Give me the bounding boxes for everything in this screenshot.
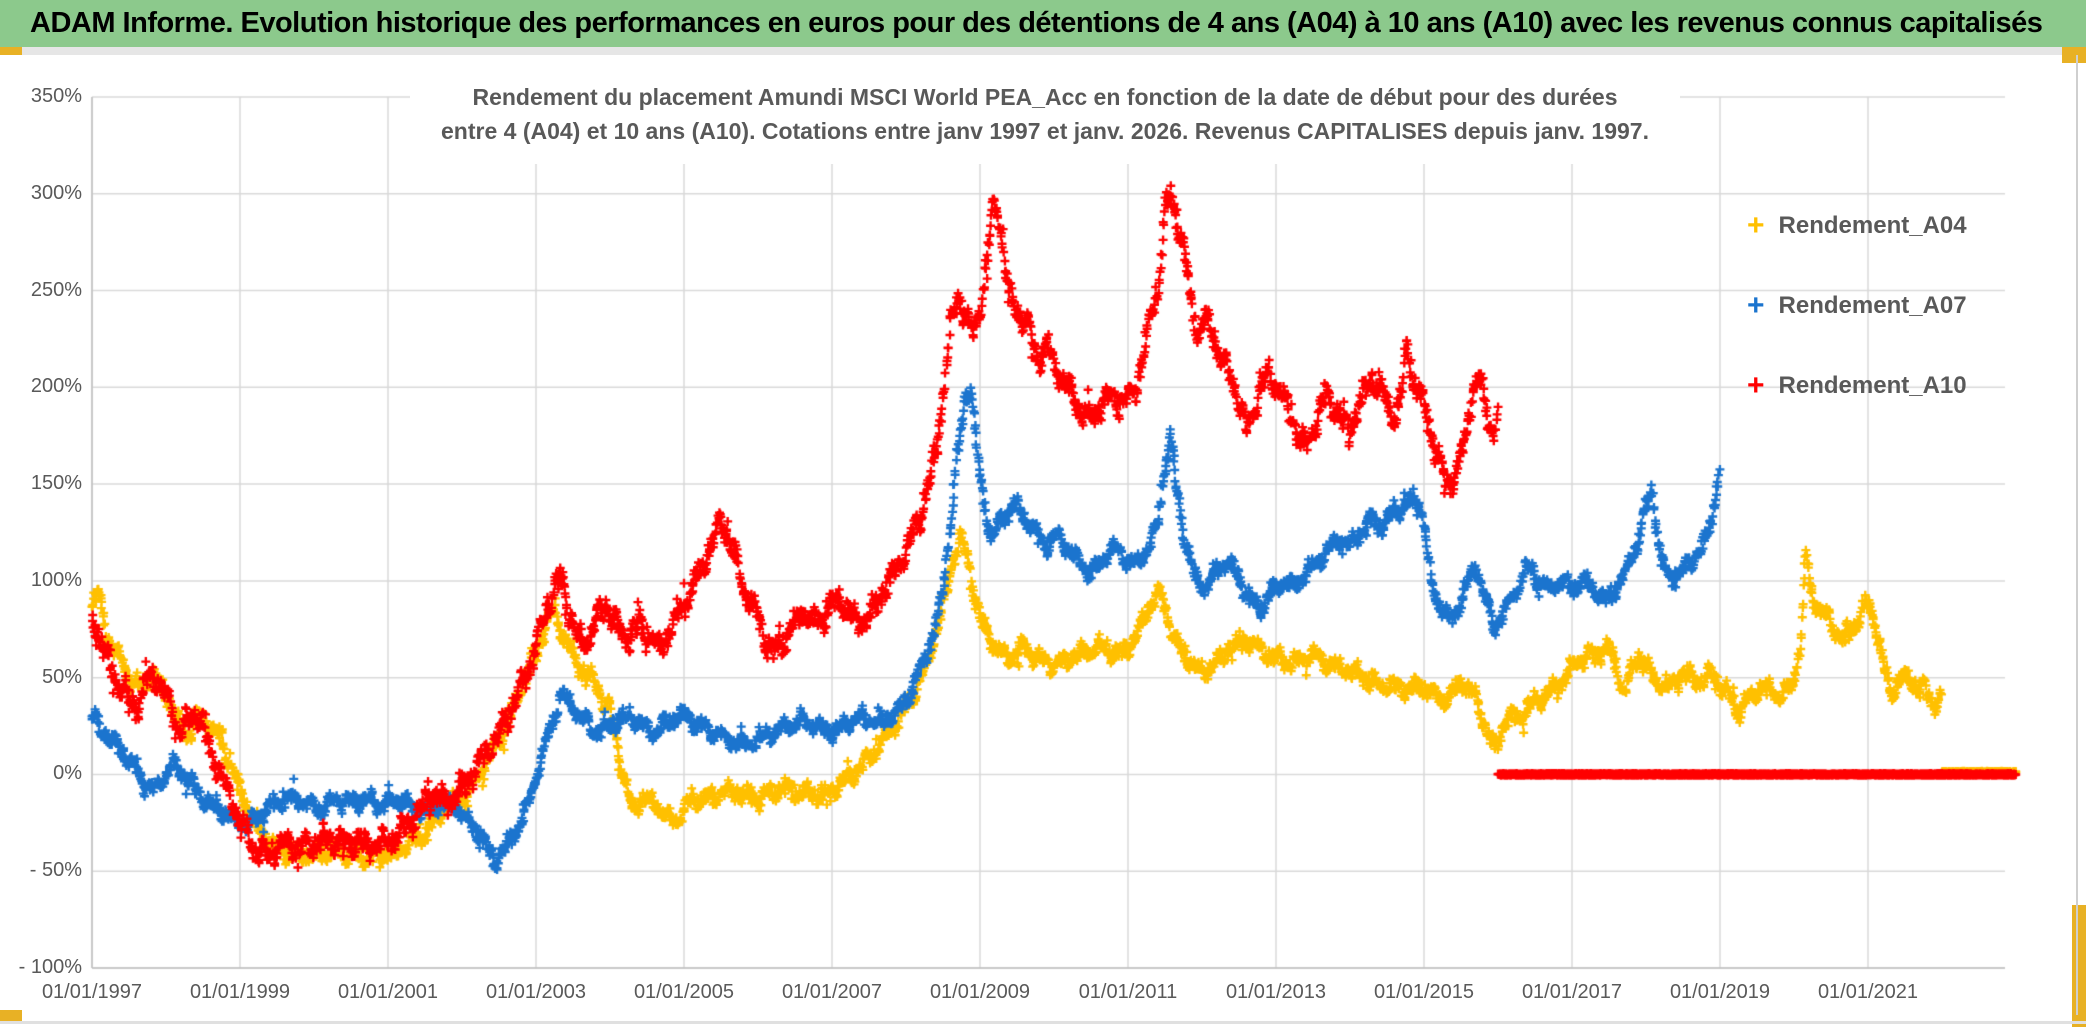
x-axis-label: 01/01/2015: [1373, 981, 1475, 1003]
x-axis-label: 01/01/2003: [485, 981, 587, 1003]
chart-title-line1: Rendement du placement Amundi MSCI World…: [472, 84, 1618, 110]
y-axis-label: 50%: [41, 665, 82, 688]
legend-item-a07: + Rendement_A07: [1747, 266, 1977, 346]
plus-marker-icon: +: [1747, 289, 1765, 322]
y-axis-label: - 100%: [18, 956, 82, 978]
x-axis-label: 01/01/2005: [633, 981, 735, 1003]
x-axis-label: 01/01/1999: [189, 981, 291, 1003]
x-axis-label: 01/01/2009: [929, 981, 1031, 1003]
y-axis-label: 0%: [53, 762, 82, 785]
legend-label: Rendement_A10: [1778, 372, 1967, 399]
x-axis-label: 01/01/2019: [1669, 981, 1771, 1003]
y-axis-label: 350%: [30, 85, 82, 107]
legend-item-a10: + Rendement_A10: [1747, 346, 1977, 426]
chart-title-line2: entre 4 (A04) et 10 ans (A10). Cotations…: [441, 118, 1649, 144]
y-axis-label: 100%: [30, 568, 82, 591]
plus-marker-icon: +: [1747, 369, 1765, 402]
y-axis-label: - 50%: [29, 859, 82, 882]
y-axis-label: 300%: [30, 181, 82, 204]
plus-marker-icon: +: [1747, 209, 1765, 242]
legend-label: Rendement_A07: [1778, 292, 1967, 319]
y-axis-label: 250%: [30, 278, 82, 301]
x-axis-label: 01/01/2013: [1225, 981, 1327, 1003]
x-axis-label: 01/01/2021: [1817, 981, 1919, 1003]
chart-legend: + Rendement_A04 + Rendement_A07 + Rendem…: [1747, 186, 1977, 426]
chart-title: Rendement du placement Amundi MSCI World…: [410, 72, 1680, 164]
legend-item-a04: + Rendement_A04: [1747, 186, 1977, 266]
x-axis-label: 01/01/2001: [337, 981, 439, 1003]
y-axis-label: 150%: [30, 472, 82, 495]
x-axis-label: 01/01/2017: [1521, 981, 1623, 1003]
legend-label: Rendement_A04: [1778, 212, 1967, 239]
x-axis-label: 01/01/1997: [41, 981, 143, 1003]
y-axis-label: 200%: [30, 375, 82, 398]
x-axis-label: 01/01/2011: [1078, 981, 1178, 1003]
x-axis-label: 01/01/2007: [781, 981, 883, 1003]
